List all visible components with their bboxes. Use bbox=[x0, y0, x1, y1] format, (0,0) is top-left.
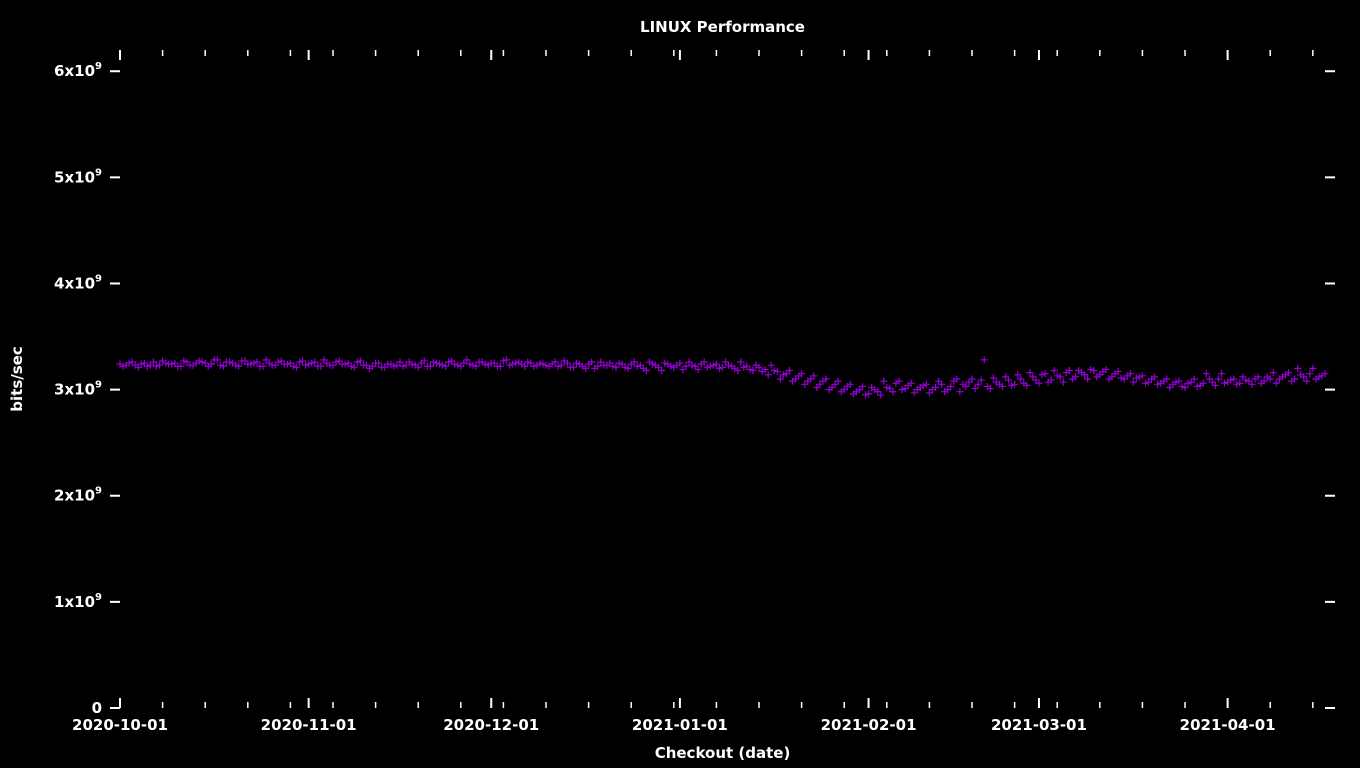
x-tick-label: 2020-12-01 bbox=[443, 716, 539, 734]
y-tick-label: 5x109 bbox=[54, 167, 102, 186]
y-tick-label: 2x109 bbox=[54, 486, 102, 505]
x-tick-label: 2020-10-01 bbox=[72, 716, 168, 734]
y-axis-label: bits/sec bbox=[8, 346, 26, 411]
y-tick-label: 0 bbox=[92, 699, 102, 717]
x-tick-label: 2020-11-01 bbox=[261, 716, 357, 734]
x-axis-label: Checkout (date) bbox=[655, 744, 791, 762]
x-tick-label: 2021-03-01 bbox=[991, 716, 1087, 734]
y-tick-label: 4x109 bbox=[54, 273, 102, 292]
x-tick-label: 2021-01-01 bbox=[632, 716, 728, 734]
y-tick-label: 6x109 bbox=[54, 61, 102, 80]
chart-title: LINUX Performance bbox=[640, 18, 805, 36]
x-tick-label: 2021-02-01 bbox=[821, 716, 917, 734]
linux-performance-chart: LINUX Performance Checkout (date) bits/s… bbox=[0, 0, 1360, 768]
y-tick-label: 3x109 bbox=[54, 380, 102, 399]
x-tick-label: 2021-04-01 bbox=[1180, 716, 1276, 734]
y-tick-label: 1x109 bbox=[54, 592, 102, 611]
